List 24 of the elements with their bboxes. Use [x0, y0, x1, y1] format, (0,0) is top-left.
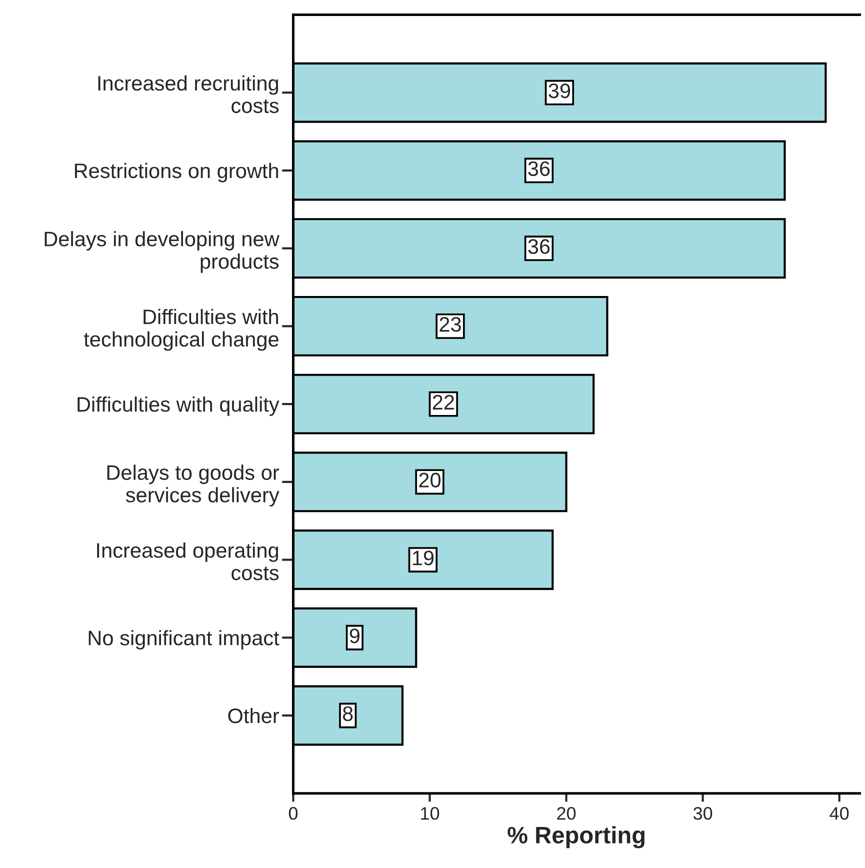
data-label: 20 — [419, 472, 441, 488]
y-tick-label: No significant impact — [88, 630, 280, 650]
data-label: 23 — [440, 317, 461, 332]
data-label: 39 — [548, 83, 570, 98]
x-tick-label: 0 — [288, 807, 298, 820]
data-label: 19 — [412, 550, 434, 566]
x-tick-label: 20 — [557, 807, 576, 820]
x-tick-label: 10 — [421, 807, 440, 820]
x-axis-title: % Reporting — [508, 826, 644, 848]
x-tick-label: 30 — [693, 807, 712, 820]
y-tick-label: Difficulties with technological change — [84, 308, 278, 351]
y-tick-label: Restrictions on growth — [74, 162, 278, 182]
data-label: 36 — [528, 239, 550, 254]
data-label: 22 — [432, 394, 454, 410]
y-tick-label: Difficulties with quality — [78, 396, 280, 416]
x-tick-label: 40 — [830, 807, 849, 820]
y-tick-label: Delays to goods or services delivery — [107, 464, 280, 507]
y-tick-label: Increased operating costs — [97, 542, 279, 580]
data-label: 8 — [342, 706, 353, 722]
data-label: 36 — [528, 161, 550, 176]
data-label: 9 — [350, 628, 360, 644]
y-tick-label: Increased recruiting costs — [98, 75, 279, 114]
y-tick-label: Other — [228, 708, 280, 724]
y-tick-label: Delays in developing new products — [44, 231, 280, 273]
